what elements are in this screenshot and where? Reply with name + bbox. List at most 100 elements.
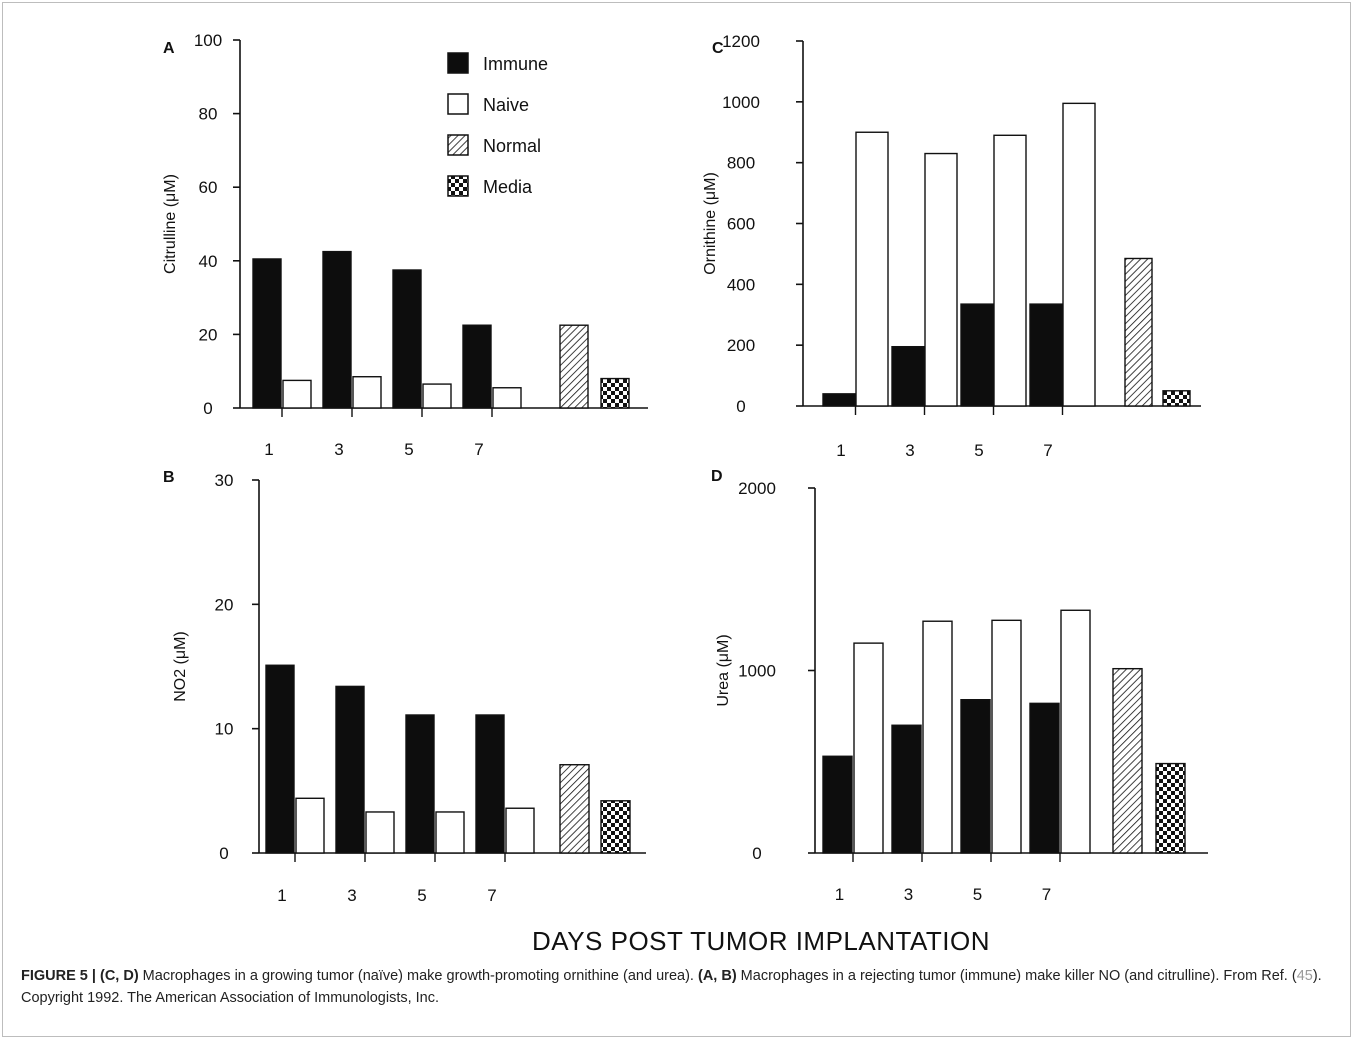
- bar-immune-day-3: [335, 685, 365, 854]
- bar-normal: [1124, 257, 1153, 407]
- bar-naive-day-5: [422, 383, 452, 409]
- bar-naive-day-3: [922, 620, 953, 854]
- bar-immune-day-1: [265, 664, 295, 854]
- legend-swatch-naive: [447, 93, 469, 115]
- x-axis-title: DAYS POST TUMOR IMPLANTATION: [532, 926, 990, 953]
- figure-caption: FIGURE 5 | (C, D) Macrophages in a growi…: [21, 965, 1331, 1009]
- y-tick-label: 30: [215, 471, 234, 490]
- bar-media: [600, 377, 630, 409]
- bar-immune-day-3: [891, 345, 925, 407]
- x-tick-label: 7: [1042, 885, 1051, 904]
- caption-text-2: Macrophages in a rejecting tumor (immune…: [736, 968, 1297, 984]
- bar-naive-day-1: [295, 797, 325, 854]
- bar-normal: [1112, 667, 1143, 854]
- x-tick-label: 5: [417, 886, 426, 905]
- y-tick-label: 800: [727, 154, 755, 173]
- x-tick-label: 3: [904, 885, 913, 904]
- bar-media: [1155, 762, 1186, 854]
- y-tick-label: 40: [199, 252, 218, 271]
- bar-immune-day-1: [252, 258, 282, 409]
- y-tick-label: 80: [199, 105, 218, 124]
- legend-item-immune: Immune: [447, 52, 548, 74]
- x-tick-label: 7: [487, 886, 496, 905]
- bar-naive-day-1: [282, 379, 312, 409]
- panel-letter: D: [711, 468, 723, 485]
- y-tick-label: 400: [727, 275, 755, 294]
- y-axis-label: Citrulline (μM): [162, 174, 179, 274]
- y-tick-label: 0: [203, 399, 212, 418]
- caption-text-3: ). Copyright 1992. The American Associat…: [21, 968, 1322, 1006]
- y-tick-label: 600: [727, 215, 755, 234]
- bar-naive-day-7: [492, 387, 522, 409]
- bar-naive-day-7: [1060, 609, 1091, 854]
- legend-swatch-media: [447, 175, 469, 197]
- x-tick-label: 1: [836, 441, 845, 460]
- y-tick-label: 20: [215, 595, 234, 614]
- caption-label: FIGURE 5 | (C, D): [21, 968, 139, 984]
- bar-naive-day-5: [991, 619, 1022, 854]
- bar-naive-day-7: [1062, 102, 1096, 407]
- bar-normal: [559, 324, 589, 409]
- y-tick-label: 100: [194, 31, 222, 50]
- x-tick-label: 1: [264, 440, 273, 459]
- bar-naive-day-5: [993, 134, 1027, 407]
- bar-naive-day-3: [352, 376, 382, 409]
- x-tick-label: 7: [474, 440, 483, 459]
- legend-label: Immune: [483, 54, 548, 74]
- bar-immune-day-1: [822, 393, 856, 407]
- legend-swatch-immune: [447, 52, 469, 74]
- bar-naive-day-3: [924, 152, 958, 407]
- caption-text-1: Macrophages in a growing tumor (naïve) m…: [138, 968, 698, 984]
- bar-naive-day-1: [853, 642, 884, 854]
- legend-swatch-normal: [447, 134, 469, 156]
- legend-label: Media: [483, 177, 533, 197]
- x-tick-label: 5: [974, 441, 983, 460]
- caption-bold-ref: (A, B): [697, 968, 737, 984]
- y-tick-label: 0: [752, 844, 761, 863]
- bar-immune-day-3: [891, 724, 922, 854]
- bar-immune-day-7: [1029, 303, 1063, 407]
- bar-naive-day-7: [505, 807, 535, 854]
- x-tick-label: 1: [835, 885, 844, 904]
- x-tick-label: 3: [905, 441, 914, 460]
- x-tick-label: 1: [277, 886, 286, 905]
- x-tick-label: 5: [404, 440, 413, 459]
- bar-immune-day-5: [405, 714, 435, 854]
- y-tick-label: 20: [199, 325, 218, 344]
- caption-reference-link[interactable]: 45: [1296, 968, 1313, 984]
- panel-a: A 0 20 40 60 80 100 Citrulline (μM) 1 3 5 7: [162, 31, 648, 459]
- bar-immune-day-5: [960, 303, 994, 407]
- y-axis-label: Ornithine (μM): [702, 172, 719, 275]
- panel-c: C 0 200 400 600 800 1000 1200 Ornithine (μM) 1 3 5 7: [702, 32, 1201, 460]
- bar-immune-day-1: [822, 755, 853, 854]
- bar-naive-day-3: [365, 811, 395, 854]
- bar-immune-day-7: [462, 324, 492, 409]
- x-tick-label: 3: [334, 440, 343, 459]
- legend-label: Normal: [483, 136, 541, 156]
- y-axis-label: NO2 (μM): [172, 631, 189, 702]
- x-tick-label: 5: [973, 885, 982, 904]
- x-tick-label: 7: [1043, 441, 1052, 460]
- bar-immune-day-5: [960, 699, 991, 854]
- bar-normal: [559, 764, 590, 854]
- panel-letter: B: [163, 469, 175, 486]
- bar-naive-day-1: [855, 131, 889, 407]
- panel-letter: C: [712, 40, 724, 57]
- y-tick-label: 1000: [738, 662, 776, 681]
- bar-media: [1162, 390, 1191, 407]
- y-tick-label: 0: [736, 397, 745, 416]
- y-tick-label: 1000: [722, 93, 760, 112]
- legend-label: Naive: [483, 95, 529, 115]
- bar-immune-day-5: [392, 269, 422, 409]
- y-tick-label: 1200: [722, 32, 760, 51]
- bar-immune-day-3: [322, 250, 352, 409]
- bar-media: [600, 800, 631, 854]
- y-axis-label: Urea (μM): [715, 634, 732, 706]
- legend-item-naive: Naive: [447, 93, 529, 115]
- y-tick-label: 200: [727, 336, 755, 355]
- y-tick-label: 0: [219, 844, 228, 863]
- panel-d: D 0 1000 2000 Urea (μM) 1 3 5 7: [711, 468, 1208, 904]
